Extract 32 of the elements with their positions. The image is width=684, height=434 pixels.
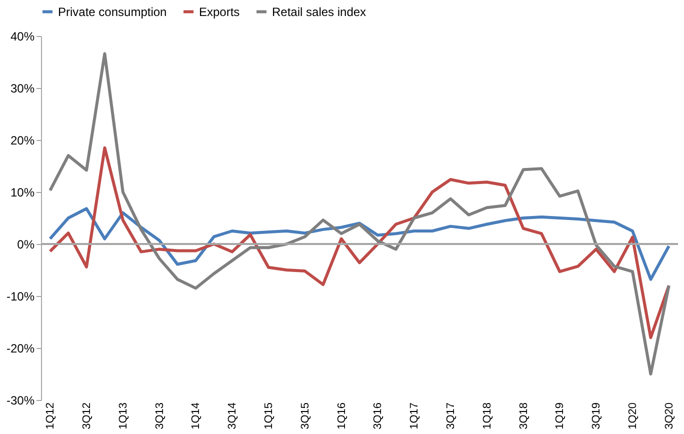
y-tick-label: -30% — [6, 394, 35, 408]
x-tick-label: 3Q18 — [518, 402, 530, 430]
legend-label: Retail sales index — [272, 4, 366, 19]
y-tick-label: 30% — [10, 82, 35, 96]
legend-label: Exports — [199, 4, 240, 19]
x-tick-label: 1Q15 — [263, 402, 275, 430]
y-tick-label: 20% — [10, 134, 35, 148]
x-tick-label: 1Q18 — [481, 402, 494, 430]
x-tick-label: 3Q20 — [663, 402, 676, 430]
x-tick-label: 3Q12 — [81, 402, 93, 430]
line-series — [48, 207, 670, 281]
y-tick-label: 0% — [17, 238, 35, 252]
x-tick-label: 1Q14 — [190, 402, 202, 430]
x-tick-label: 1Q20 — [627, 402, 639, 430]
y-tick-label: -20% — [6, 342, 35, 356]
x-tick-label: 3Q19 — [590, 402, 603, 430]
x-tick-label: 3Q13 — [154, 402, 166, 430]
x-tick-label: 1Q17 — [408, 402, 421, 430]
x-tick-label: 1Q13 — [117, 402, 130, 430]
y-tick-label: 10% — [10, 186, 35, 200]
line-series — [48, 52, 670, 376]
x-tick-label: 3Q15 — [299, 402, 312, 430]
x-tick-label: 3Q17 — [445, 402, 457, 430]
x-tick-label: 1Q12 — [44, 402, 57, 430]
y-tick-label: -10% — [6, 290, 35, 304]
y-tick-label: 40% — [10, 30, 35, 44]
x-tick-label: 1Q16 — [336, 402, 348, 430]
x-tick-label: 3Q14 — [226, 402, 239, 430]
legend-label: Private consumption — [58, 4, 167, 19]
line-series — [48, 146, 670, 340]
x-tick-label: 3Q16 — [372, 402, 384, 430]
x-tick-label: 1Q19 — [554, 402, 566, 430]
